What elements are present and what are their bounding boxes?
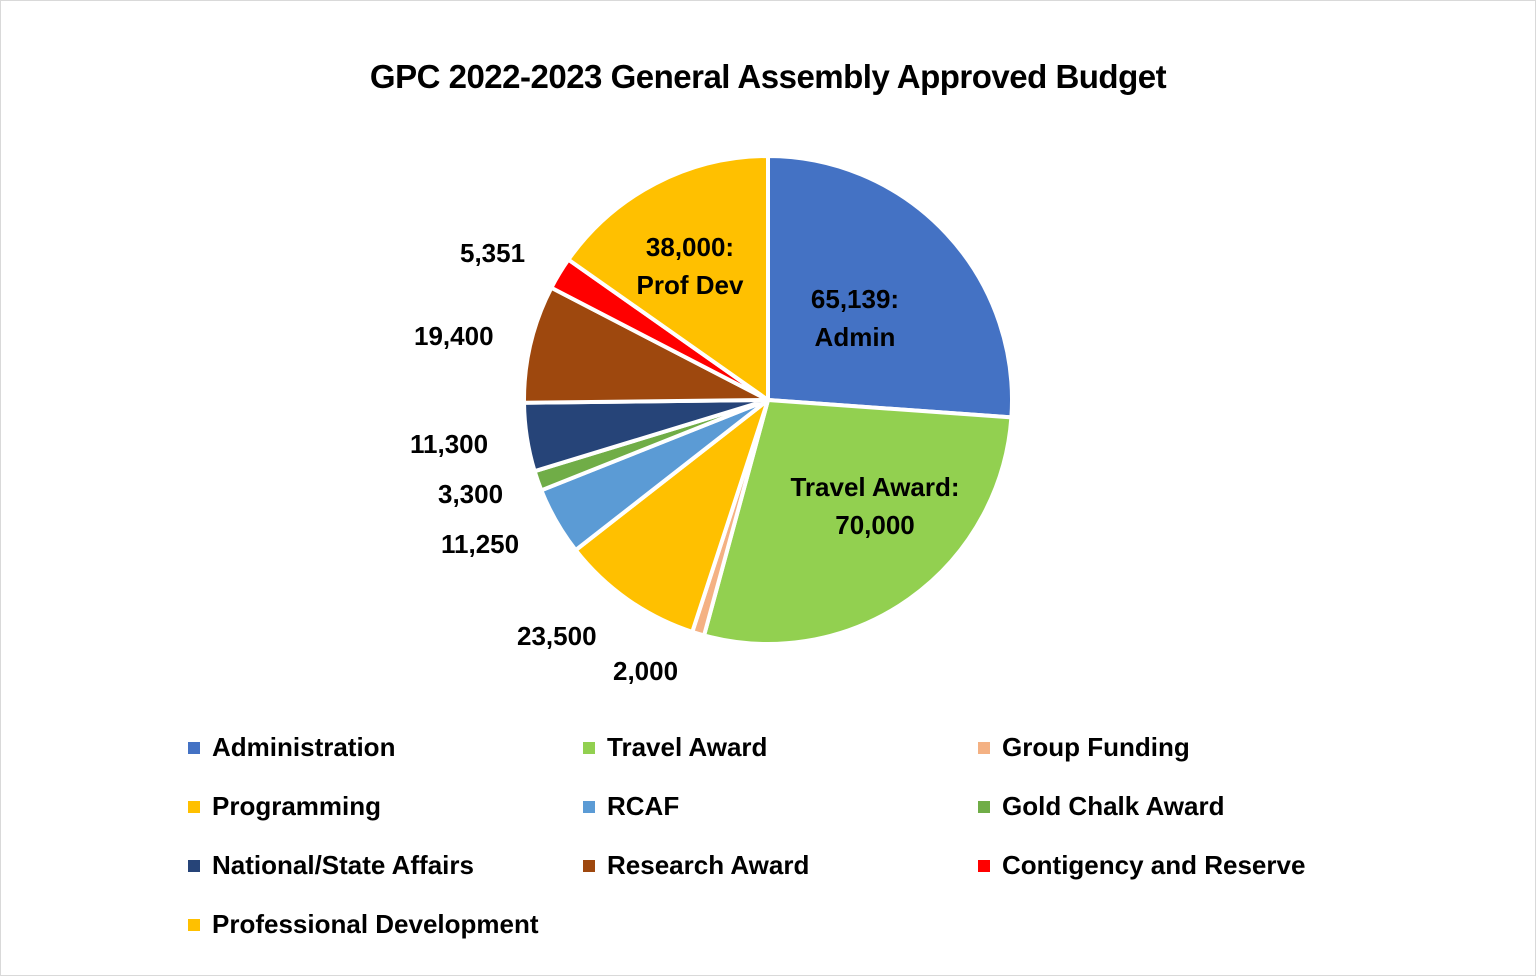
label-profdev-value: 38,000:: [645, 232, 735, 262]
legend-label: Programming: [212, 791, 382, 821]
swatch-icon: [188, 800, 200, 813]
label-contingency: 5,351: [460, 238, 526, 268]
legend-item-group-funding: Group Funding: [978, 732, 1190, 763]
legend-item-programming: Programming: [188, 791, 381, 822]
legend-label: Group Funding: [1002, 732, 1190, 762]
label-travel-value: 70,000: [835, 510, 915, 540]
legend-item-gold-chalk-award: Gold Chalk Award: [978, 791, 1225, 822]
label-profdev-name: Prof Dev: [636, 270, 744, 300]
label-admin: 65,139: Admin: [790, 280, 920, 356]
pie-slice-administration: [766, 154, 1014, 420]
legend-label: Administration: [212, 732, 396, 762]
legend-label: Professional Development: [212, 909, 539, 939]
swatch-icon: [583, 800, 595, 813]
swatch-icon: [188, 918, 200, 931]
label-admin-name: Admin: [814, 322, 896, 352]
label-gold: 3,300: [438, 479, 504, 509]
swatch-icon: [188, 741, 200, 754]
label-travel-name: Travel Award:: [790, 472, 960, 502]
legend-item-travel-award: Travel Award: [583, 732, 767, 763]
swatch-icon: [188, 859, 200, 872]
legend-label: Research Award: [607, 850, 810, 880]
pie-slice-travel-award: [702, 398, 1014, 646]
chart-title: GPC 2022-2023 General Assembly Approved …: [369, 58, 1167, 95]
label-travel: Travel Award: 70,000: [765, 468, 985, 544]
label-profdev: 38,000: Prof Dev: [620, 228, 760, 304]
label-group: 2,000: [613, 656, 679, 686]
legend-item-contingency-reserve: Contigency and Reserve: [978, 850, 1305, 881]
label-research: 19,400: [414, 321, 494, 351]
legend-item-research-award: Research Award: [583, 850, 809, 881]
swatch-icon: [583, 741, 595, 754]
pie-slice-programming: [573, 398, 770, 634]
pie-slice-professional-development: [566, 154, 770, 402]
legend-item-administration: Administration: [188, 732, 395, 763]
label-admin-value: 65,139:: [810, 284, 900, 314]
swatch-icon: [583, 859, 595, 872]
legend-label: Travel Award: [607, 732, 768, 762]
pie-slice-research-award: [522, 285, 770, 405]
legend-label: Gold Chalk Award: [1002, 791, 1225, 821]
swatch-icon: [978, 800, 990, 813]
label-programming: 23,500: [517, 621, 597, 651]
legend-item-rcaf: RCAF: [583, 791, 679, 822]
swatch-icon: [978, 741, 990, 754]
legend-item-professional-development: Professional Development: [188, 909, 539, 940]
label-national: 11,300: [410, 429, 489, 459]
swatch-icon: [978, 859, 990, 872]
legend-label: National/State Affairs: [212, 850, 474, 880]
legend-item-national-state-affairs: National/State Affairs: [188, 850, 474, 881]
label-rcaf: 11,250: [441, 529, 520, 559]
legend-label: RCAF: [607, 791, 680, 821]
legend-label: Contigency and Reserve: [1002, 850, 1306, 880]
